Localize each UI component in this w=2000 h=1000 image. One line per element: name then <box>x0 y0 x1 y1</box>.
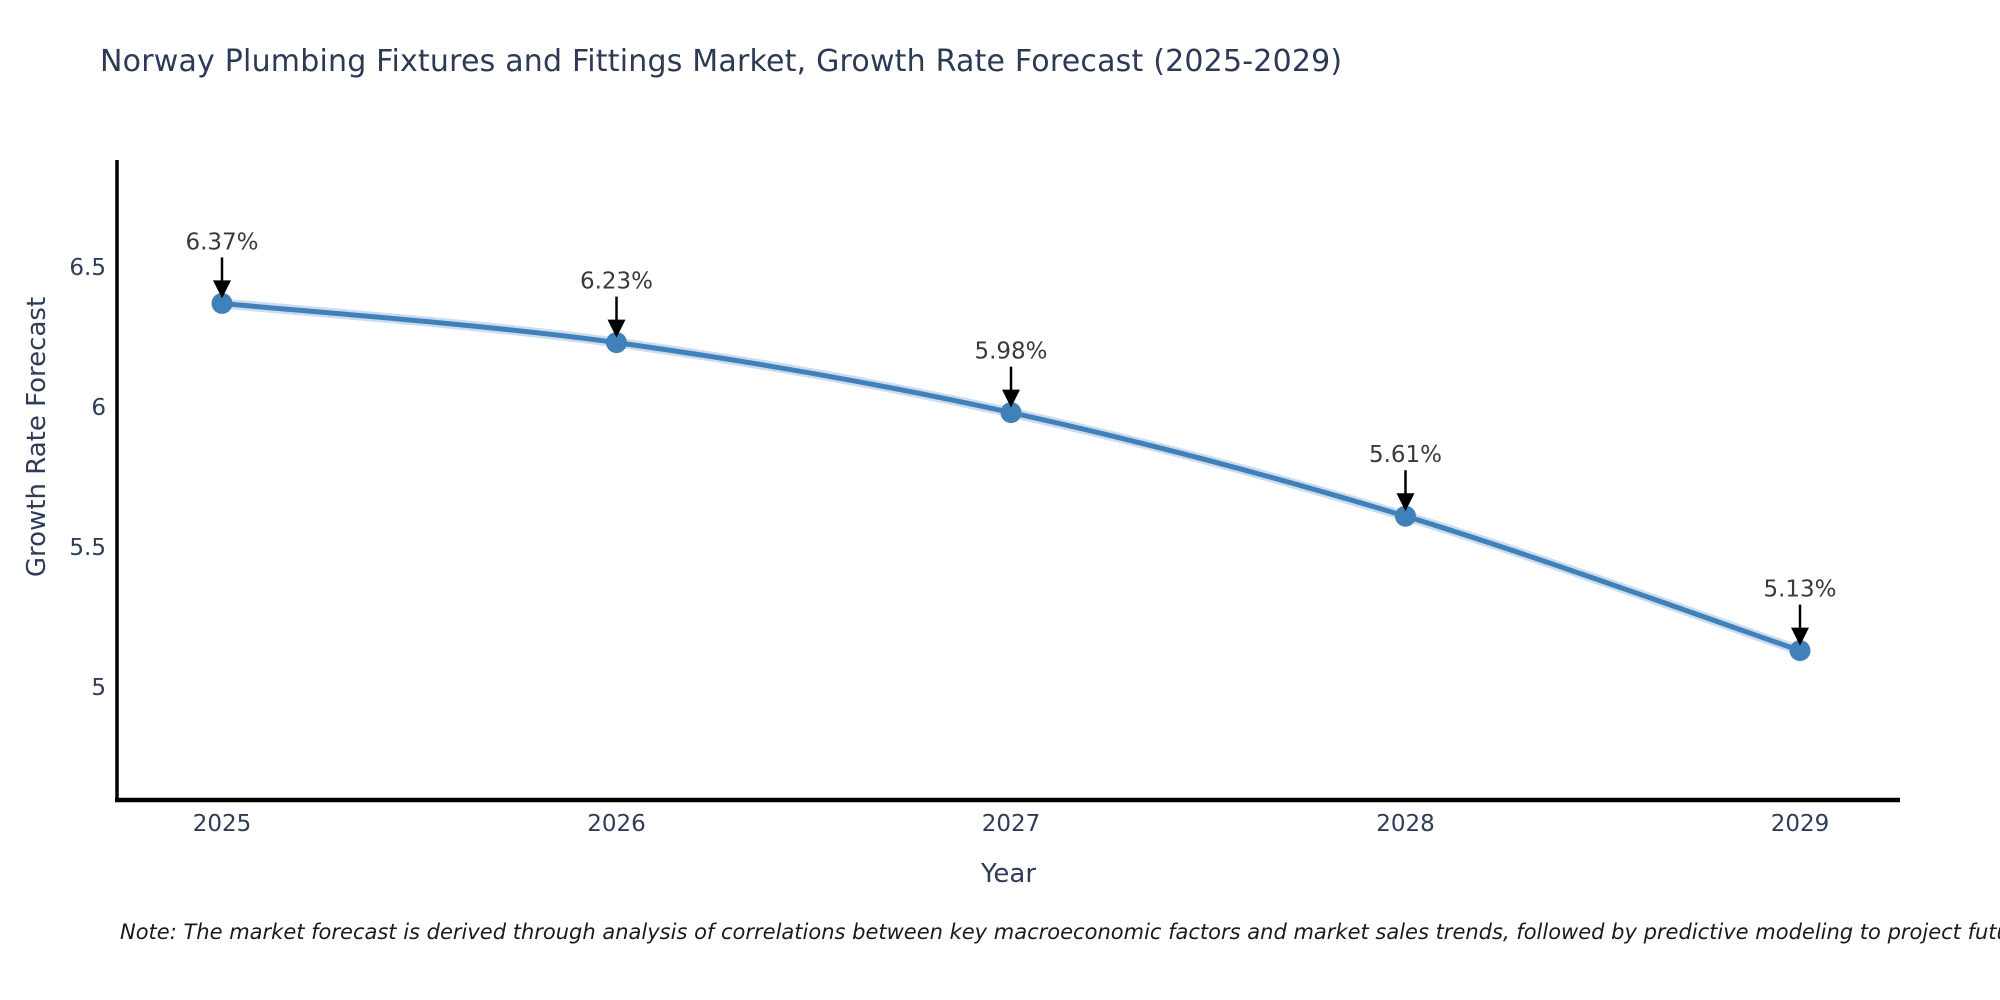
annotation-arrow-head <box>1791 627 1809 646</box>
annotation-arrow-head <box>1396 493 1415 512</box>
annotation-arrow-head <box>607 319 626 338</box>
data-point-marker <box>1000 402 1022 424</box>
y-tick-label: 5 <box>91 675 106 701</box>
footnote: Note: The market forecast is derived thr… <box>120 920 2000 944</box>
data-point-marker <box>1789 640 1811 662</box>
chart-title: Norway Plumbing Fixtures and Fittings Ma… <box>100 44 1343 79</box>
point-value-label: 5.61% <box>1369 442 1442 468</box>
y-tick-label: 5.5 <box>69 535 106 561</box>
data-point-marker <box>1395 505 1416 527</box>
point-value-label: 5.13% <box>1763 577 1836 603</box>
annotation-arrow-head <box>1002 389 1020 408</box>
x-tick-label: 2026 <box>587 811 646 837</box>
x-tick-label: 2028 <box>1376 811 1435 837</box>
data-point-marker <box>606 332 627 354</box>
x-tick-label: 2027 <box>982 811 1041 837</box>
x-tick-label: 2025 <box>193 811 252 837</box>
point-value-label: 6.37% <box>185 229 258 255</box>
x-axis-title: Year <box>980 859 1037 889</box>
y-tick-label: 6 <box>91 395 106 421</box>
point-value-label: 5.98% <box>974 339 1047 365</box>
point-value-label: 6.23% <box>580 269 653 295</box>
annotation-arrow-head <box>213 280 231 299</box>
x-tick-label: 2029 <box>1771 811 1830 837</box>
y-tick-label: 6.5 <box>69 255 106 281</box>
data-point-marker <box>211 292 233 314</box>
